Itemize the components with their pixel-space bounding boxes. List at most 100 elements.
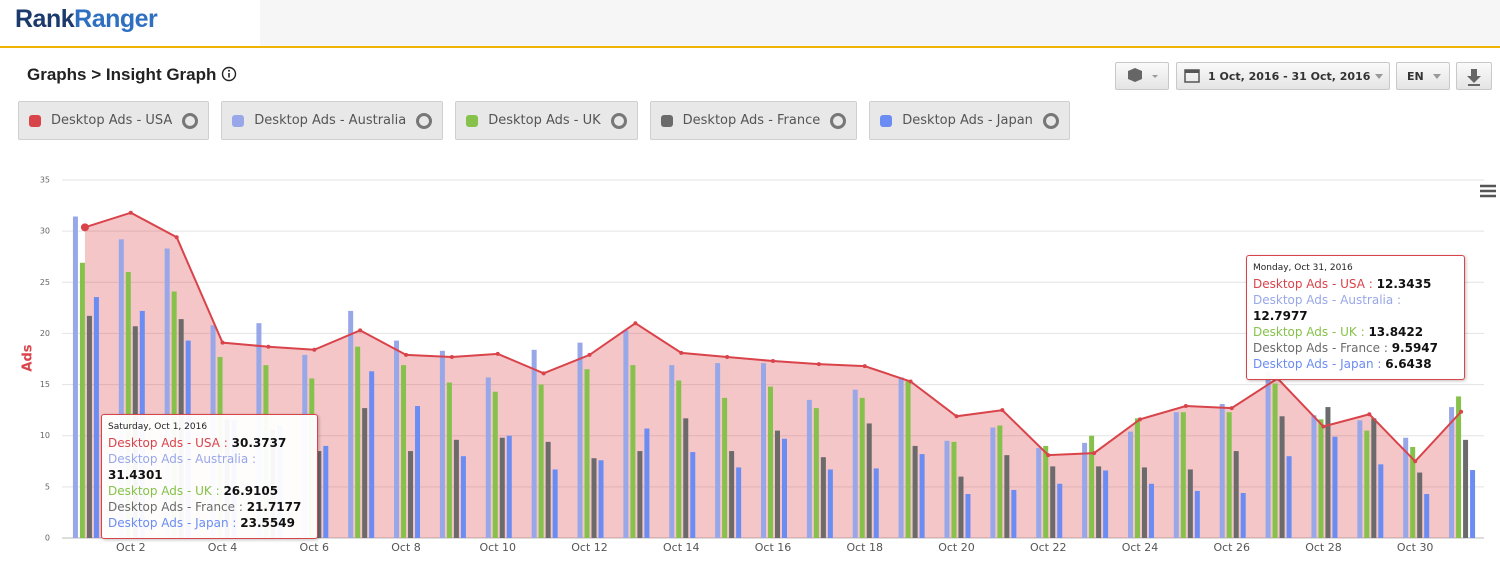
bar <box>1226 412 1232 538</box>
bar <box>912 445 918 538</box>
x-tick-label: Oct 24 <box>1122 541 1159 554</box>
legend-label: Desktop Ads - Australia <box>254 113 407 128</box>
point <box>908 379 913 384</box>
bar <box>86 315 92 538</box>
bar <box>990 427 996 538</box>
point <box>587 352 592 357</box>
bar <box>323 445 329 538</box>
bar <box>669 365 675 538</box>
menu-icon[interactable] <box>1480 184 1496 198</box>
bar <box>1470 470 1476 538</box>
point <box>80 223 89 232</box>
bar <box>761 363 766 538</box>
tooltip-value: 23.5549 <box>240 516 295 530</box>
bar <box>394 340 400 538</box>
y-tick-label: 0 <box>45 534 50 543</box>
bar <box>644 428 650 538</box>
view-button[interactable] <box>1115 62 1169 90</box>
bar <box>1233 451 1239 538</box>
legend-label: Desktop Ads - Japan <box>902 113 1033 128</box>
point <box>541 371 546 376</box>
bar <box>584 369 590 538</box>
bar <box>820 457 826 538</box>
tooltip-row: Desktop Ads - France21.7177 <box>108 499 311 515</box>
bar <box>1240 492 1246 538</box>
tooltip-row: Desktop Ads - Australia 31.4301 <box>108 451 311 483</box>
caret <box>1433 74 1441 79</box>
date-range: 1 Oct, 2016 - 31 Oct, 2016 <box>1208 70 1371 83</box>
tooltip-value: 12.7977 <box>1253 309 1308 323</box>
x-tick-label: Oct 26 <box>1213 541 1250 554</box>
bar <box>919 454 925 538</box>
legend-item[interactable]: Desktop Ads - USA <box>18 101 210 140</box>
language-select[interactable]: EN <box>1396 62 1450 90</box>
download-button[interactable] <box>1456 62 1492 90</box>
bar <box>1357 420 1363 538</box>
bar <box>460 456 466 538</box>
bar <box>944 440 950 538</box>
point <box>174 235 179 240</box>
y-tick-label: 15 <box>40 380 50 389</box>
legend: Desktop Ads - USA Desktop Ads - Australia… <box>18 101 1070 140</box>
bar <box>506 435 512 538</box>
bar <box>316 451 322 538</box>
bar <box>439 350 445 538</box>
x-tick-label: Oct 10 <box>480 541 517 554</box>
tooltip-series: Desktop Ads - Japan <box>108 516 240 530</box>
legend-label: Desktop Ads - UK <box>488 113 601 128</box>
calendar-icon <box>1184 69 1200 83</box>
date-picker[interactable]: 1 Oct, 2016 - 31 Oct, 2016 <box>1176 62 1390 90</box>
legend-item[interactable]: Desktop Ads - Australia <box>221 101 444 140</box>
tooltip-row: Desktop Ads - USA30.3737 <box>108 435 311 451</box>
point <box>1183 404 1188 409</box>
logo[interactable]: RankRanger <box>15 5 158 34</box>
tooltip-value: 30.3737 <box>231 436 287 450</box>
bar <box>715 363 721 538</box>
legend-swatch <box>660 114 673 127</box>
legend-item[interactable]: Desktop Ads - France <box>649 101 858 140</box>
bar <box>1096 466 1102 538</box>
point <box>1459 409 1464 414</box>
bar <box>1194 490 1200 538</box>
legend-item[interactable]: Desktop Ads - UK <box>455 101 638 140</box>
tooltip-row: Desktop Ads - UK26.9105 <box>108 483 311 499</box>
bar <box>369 371 375 538</box>
x-tick-label: Oct 8 <box>391 541 421 554</box>
point <box>358 328 363 333</box>
tooltip-row: Desktop Ads - USA12.3435 <box>1253 276 1458 292</box>
tooltip-value: 12.3435 <box>1376 277 1432 291</box>
bar <box>1403 437 1409 538</box>
bar <box>1265 372 1271 538</box>
bar <box>362 408 368 538</box>
point <box>1137 417 1142 422</box>
bar <box>1036 447 1042 538</box>
bar <box>531 349 537 538</box>
breadcrumb: Graphs > Insight Graph <box>27 65 237 85</box>
point <box>771 359 775 364</box>
tooltip-value: 9.5947 <box>1391 341 1439 355</box>
tooltip-series: Desktop Ads - France <box>108 500 247 514</box>
bar <box>1187 469 1193 538</box>
x-tick-label: Oct 20 <box>938 541 975 554</box>
point <box>1046 453 1051 458</box>
point <box>220 340 225 345</box>
bar <box>1127 431 1133 538</box>
point <box>1092 451 1097 456</box>
point <box>1413 459 1418 464</box>
bar <box>951 441 957 538</box>
point <box>1000 408 1005 413</box>
bar <box>813 408 819 538</box>
bar <box>1219 404 1225 538</box>
caret <box>1375 74 1383 79</box>
x-tick-label: Oct 2 <box>116 541 146 554</box>
settings-icon <box>830 112 847 129</box>
bar <box>118 239 124 538</box>
bar <box>958 476 964 538</box>
info-icon[interactable] <box>221 66 237 82</box>
bar <box>782 438 787 538</box>
x-tick-label: Oct 22 <box>1030 541 1067 554</box>
point <box>862 364 867 369</box>
legend-item[interactable]: Desktop Ads - Japan <box>869 101 1070 140</box>
